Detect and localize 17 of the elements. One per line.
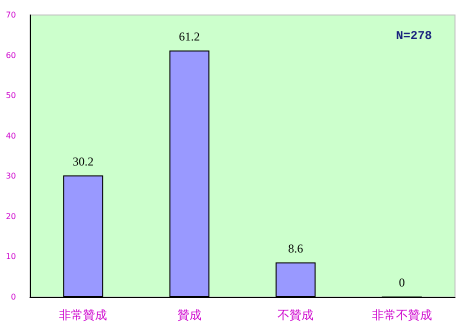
- data-label: 30.2: [72, 154, 94, 168]
- y-tick-label: 60: [6, 50, 16, 60]
- y-tick-label: 50: [6, 91, 16, 100]
- data-label: 61.2: [178, 29, 200, 44]
- y-tick-label: 10: [6, 252, 16, 262]
- data-label: 8.6: [288, 241, 304, 256]
- x-tick-label: 贊成: [177, 308, 202, 322]
- y-tick-label: 30: [6, 172, 16, 181]
- x-tick-label: 不贊成: [278, 308, 314, 322]
- x-tick-label: 非常贊成: [59, 308, 108, 322]
- y-tick-label: 0: [10, 292, 16, 302]
- y-tick-label: 40: [6, 131, 16, 140]
- data-label: 0: [398, 276, 405, 290]
- x-tick-label: 非常不贊成: [372, 308, 432, 322]
- annotation: N=278: [396, 29, 432, 43]
- y-tick-label: 20: [6, 212, 16, 221]
- y-tick-label: 70: [6, 10, 16, 20]
